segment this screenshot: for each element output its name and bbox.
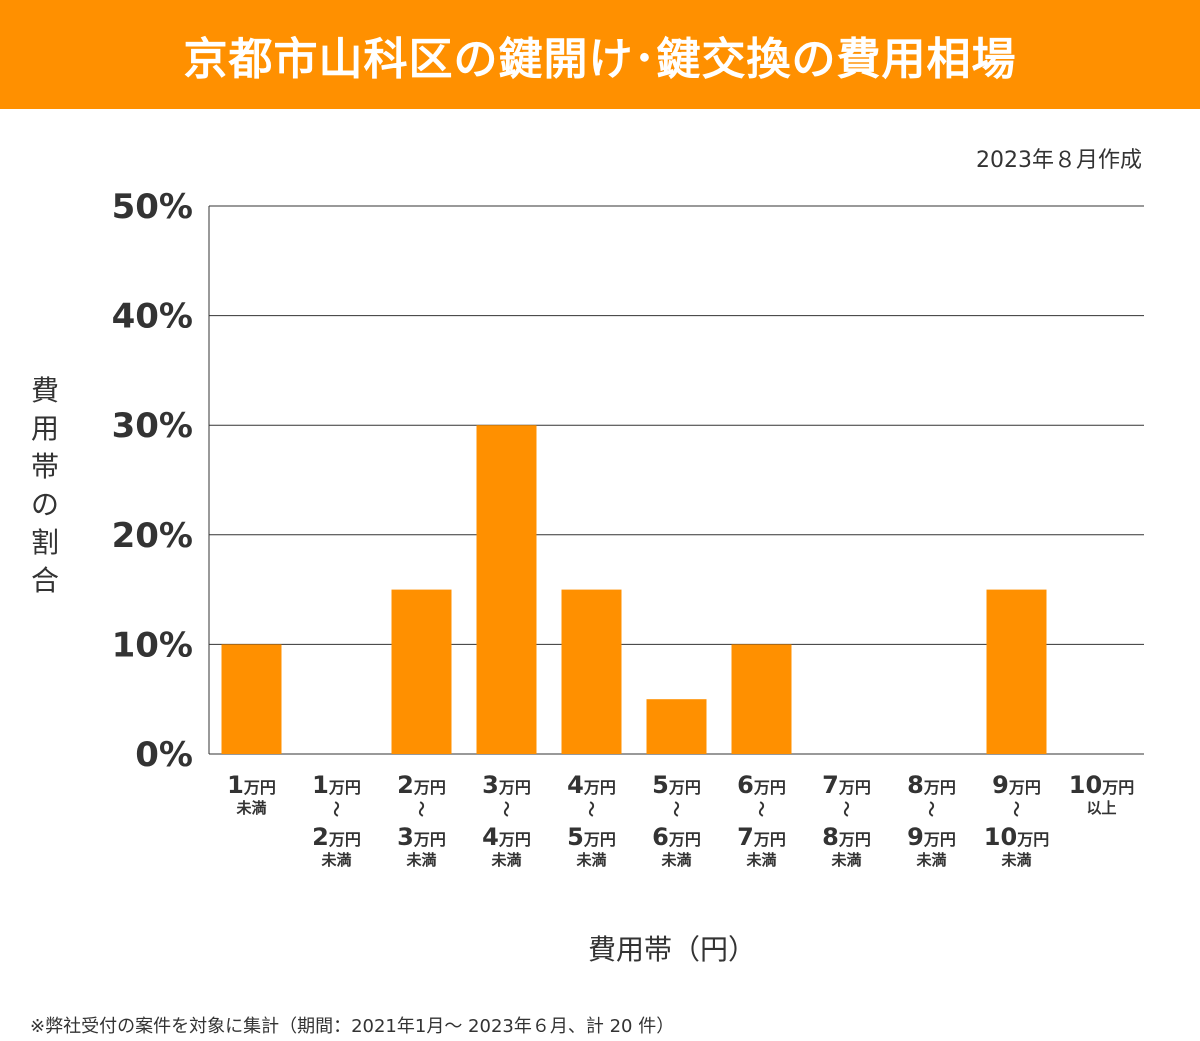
y-tick-label: 20% [112,516,193,556]
y-tick-label: 10% [112,625,193,665]
range-mark: ～ [752,801,771,817]
category-label: 10万円 [984,823,1049,851]
category-label: 7万円 [737,823,786,851]
chart-title: 京都市山科区の鍵開け･鍵交換の費用相場 [183,33,1017,85]
category-suffix: 未満 [745,851,776,869]
y-tick-label: 30% [112,406,193,446]
bar [561,589,622,754]
category-suffix: 未満 [320,851,351,869]
category-suffix: 未満 [405,851,436,869]
y-axis-label: 費用帯の割合 [30,374,59,597]
range-mark: ～ [497,801,516,817]
y-tick-label: 50% [112,187,193,227]
category-suffix: 未満 [235,799,266,817]
category-suffix: 以上 [1086,799,1116,817]
category-label: 3万円 [397,823,446,851]
category-suffix: 未満 [490,851,521,869]
bar [476,425,537,754]
category-label: 5万円 [652,771,701,799]
range-mark: ～ [327,801,346,817]
bar [221,644,282,754]
category-label: 5万円 [567,823,616,851]
range-mark: ～ [837,801,856,817]
header-banner: 京都市山科区の鍵開け･鍵交換の費用相場 [0,0,1200,109]
category-label: 6万円 [652,823,701,851]
category-suffix: 未満 [830,851,861,869]
category-label: 9万円 [992,771,1041,799]
bar [731,644,792,754]
category-label: 1万円 [312,771,361,799]
category-label: 9万円 [907,823,956,851]
category-label: 4万円 [482,823,531,851]
y-tick-label: 40% [112,297,193,337]
category-label: 3万円 [482,771,531,799]
range-mark: ～ [412,801,431,817]
date-note: 2023年８月作成 [976,148,1142,173]
bar [391,589,452,754]
category-label: 6万円 [737,771,786,799]
bar [646,699,707,754]
category-suffix: 未満 [660,851,691,869]
category-suffix: 未満 [1000,851,1031,869]
category-label: 4万円 [567,771,616,799]
category-suffix: 未満 [575,851,606,869]
category-label: 10万円 [1069,771,1134,799]
range-mark: ～ [667,801,686,817]
category-label: 7万円 [822,771,871,799]
x-axis-label: 費用帯（円） [588,933,757,966]
bar [986,589,1047,754]
category-label: 1万円 [227,771,276,799]
category-label: 8万円 [907,771,956,799]
y-tick-label: 0% [135,735,193,775]
category-suffix: 未満 [915,851,946,869]
category-label: 8万円 [822,823,871,851]
category-label: 2万円 [397,771,446,799]
range-mark: ～ [922,801,941,817]
footnote: ※弊社受付の案件を対象に集計（期間：2021年1月～ 2023年６月、計 20 … [30,1016,675,1037]
category-label: 2万円 [312,823,361,851]
range-mark: ～ [1007,801,1026,817]
range-mark: ～ [582,801,601,817]
